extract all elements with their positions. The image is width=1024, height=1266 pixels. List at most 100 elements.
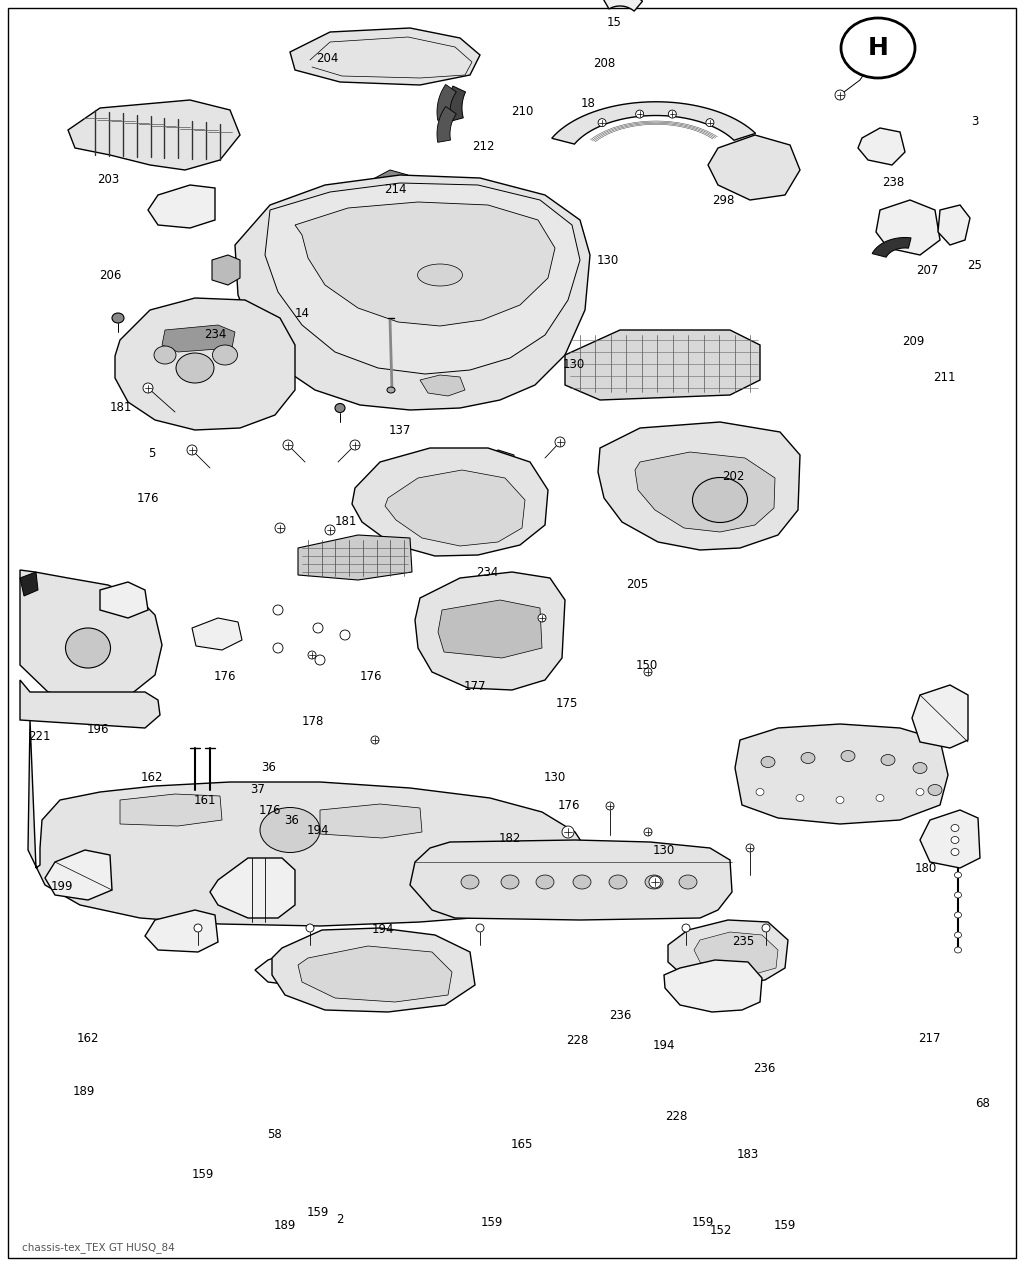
Ellipse shape xyxy=(644,668,652,676)
Polygon shape xyxy=(598,422,800,549)
Text: 234: 234 xyxy=(476,566,499,579)
Ellipse shape xyxy=(954,872,962,879)
Ellipse shape xyxy=(913,762,927,774)
Polygon shape xyxy=(415,572,565,690)
Ellipse shape xyxy=(306,924,314,932)
Ellipse shape xyxy=(609,875,627,889)
Polygon shape xyxy=(938,205,970,246)
Text: 212: 212 xyxy=(472,141,495,153)
Text: 159: 159 xyxy=(306,1206,329,1219)
Ellipse shape xyxy=(313,623,323,633)
Polygon shape xyxy=(115,298,295,430)
Polygon shape xyxy=(45,849,112,900)
Text: 196: 196 xyxy=(87,723,110,736)
Polygon shape xyxy=(664,960,762,1012)
Text: 177: 177 xyxy=(464,680,486,693)
Text: 181: 181 xyxy=(110,401,132,414)
Text: 159: 159 xyxy=(691,1217,714,1229)
Text: 152: 152 xyxy=(710,1224,732,1237)
Text: 202: 202 xyxy=(722,470,744,482)
Text: 182: 182 xyxy=(499,832,521,844)
Polygon shape xyxy=(290,28,480,85)
Polygon shape xyxy=(872,238,911,257)
Polygon shape xyxy=(694,932,778,976)
Text: 189: 189 xyxy=(73,1085,95,1098)
Ellipse shape xyxy=(928,785,942,795)
Text: 204: 204 xyxy=(316,52,339,65)
Text: 14: 14 xyxy=(295,308,309,320)
Ellipse shape xyxy=(194,924,202,932)
Polygon shape xyxy=(148,185,215,228)
Ellipse shape xyxy=(954,893,962,898)
Text: 194: 194 xyxy=(372,923,394,936)
Text: 15: 15 xyxy=(607,16,622,29)
Polygon shape xyxy=(20,680,160,728)
Text: 5: 5 xyxy=(147,447,156,460)
Ellipse shape xyxy=(762,924,770,932)
Text: 137: 137 xyxy=(388,424,411,437)
Text: 238: 238 xyxy=(882,176,904,189)
Text: 211: 211 xyxy=(933,371,955,384)
Text: 36: 36 xyxy=(285,814,299,827)
Text: 199: 199 xyxy=(50,880,73,893)
Ellipse shape xyxy=(308,651,316,660)
Text: 181: 181 xyxy=(335,515,357,528)
Text: H: H xyxy=(867,35,889,60)
Polygon shape xyxy=(28,720,592,925)
Polygon shape xyxy=(375,170,408,192)
Text: 176: 176 xyxy=(359,670,382,682)
Ellipse shape xyxy=(315,655,325,665)
Polygon shape xyxy=(876,200,940,254)
Ellipse shape xyxy=(274,606,282,614)
Polygon shape xyxy=(420,375,465,396)
Text: 228: 228 xyxy=(665,1110,687,1123)
Ellipse shape xyxy=(951,837,959,843)
Polygon shape xyxy=(68,100,240,170)
Text: 2: 2 xyxy=(336,1213,344,1225)
Text: 206: 206 xyxy=(99,270,122,282)
Text: 162: 162 xyxy=(140,771,163,784)
Ellipse shape xyxy=(538,614,546,622)
Ellipse shape xyxy=(645,875,663,889)
Polygon shape xyxy=(298,946,452,1001)
Ellipse shape xyxy=(387,387,395,392)
Ellipse shape xyxy=(143,384,153,392)
Polygon shape xyxy=(298,536,412,580)
Ellipse shape xyxy=(598,119,606,127)
Polygon shape xyxy=(920,810,980,868)
Text: 25: 25 xyxy=(968,260,982,272)
Text: 175: 175 xyxy=(556,698,579,710)
Polygon shape xyxy=(858,128,905,165)
Ellipse shape xyxy=(682,924,690,932)
Ellipse shape xyxy=(692,477,748,523)
Text: 189: 189 xyxy=(273,1219,296,1232)
Text: 183: 183 xyxy=(736,1148,759,1161)
Ellipse shape xyxy=(841,751,855,762)
Polygon shape xyxy=(210,858,295,918)
Ellipse shape xyxy=(418,265,463,286)
Ellipse shape xyxy=(644,828,652,836)
Polygon shape xyxy=(255,944,350,987)
Ellipse shape xyxy=(756,789,764,795)
Ellipse shape xyxy=(536,875,554,889)
Ellipse shape xyxy=(273,605,283,615)
Ellipse shape xyxy=(562,825,574,838)
Polygon shape xyxy=(385,470,525,546)
Ellipse shape xyxy=(761,757,775,767)
Ellipse shape xyxy=(283,441,293,449)
Text: 228: 228 xyxy=(566,1034,589,1047)
Ellipse shape xyxy=(954,932,962,938)
Text: 236: 236 xyxy=(609,1009,632,1022)
Ellipse shape xyxy=(154,346,176,365)
Text: 221: 221 xyxy=(28,730,50,743)
Polygon shape xyxy=(602,0,642,11)
Polygon shape xyxy=(100,582,148,618)
Ellipse shape xyxy=(340,630,350,641)
Polygon shape xyxy=(565,330,760,400)
Text: 194: 194 xyxy=(652,1039,675,1052)
Ellipse shape xyxy=(706,119,714,127)
Text: 214: 214 xyxy=(384,184,407,196)
Text: 162: 162 xyxy=(77,1032,99,1044)
Text: 68: 68 xyxy=(976,1098,990,1110)
Ellipse shape xyxy=(213,346,238,365)
